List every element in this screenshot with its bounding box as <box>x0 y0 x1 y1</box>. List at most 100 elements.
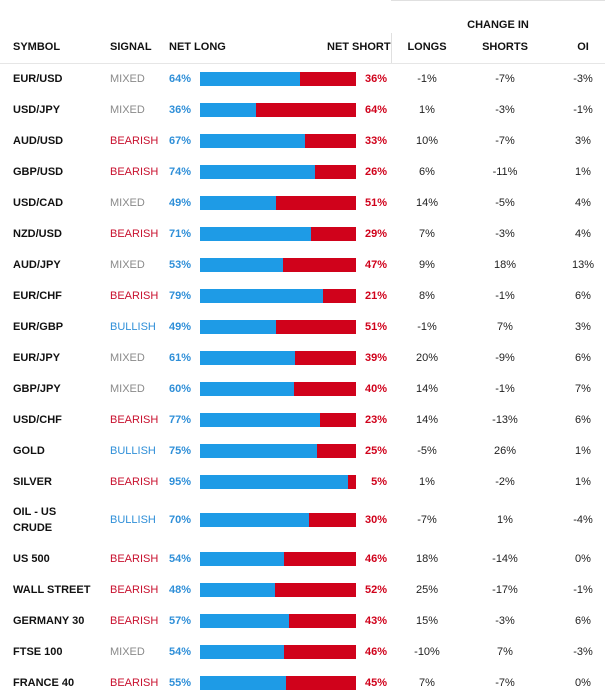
longs-change-value: 10% <box>415 134 439 147</box>
table-row[interactable]: USD/CHF BEARISH 77% 23% 14% -13% 6% <box>0 404 605 435</box>
net-short-value: 29% <box>364 227 387 240</box>
oi-change-value: -3% <box>573 72 593 85</box>
net-long-bar <box>200 71 300 86</box>
symbol-link[interactable]: FTSE 100 <box>13 645 63 658</box>
oi-change-value: 0% <box>575 676 591 689</box>
table-row[interactable]: SILVER BEARISH 95% 5% 1% -2% 1% <box>0 466 605 497</box>
net-short-value: 39% <box>364 351 387 364</box>
table-row[interactable]: EUR/USD MIXED 64% 36% -1% -7% -3% <box>0 63 605 94</box>
longs-column-header[interactable]: LONGS <box>407 41 447 53</box>
symbol-link[interactable]: EUR/JPY <box>13 351 61 364</box>
symbol-link[interactable]: OIL - US CRUDE <box>13 506 57 534</box>
oi-change-value: 3% <box>575 134 591 147</box>
symbol-link[interactable]: USD/JPY <box>13 103 61 116</box>
signal-label: BEARISH <box>110 475 159 488</box>
net-long-value: 54% <box>169 552 192 565</box>
net-short-bar <box>200 513 356 527</box>
symbol-link[interactable]: GBP/USD <box>13 165 64 178</box>
symbol-link[interactable]: GERMANY 30 <box>13 614 85 627</box>
net-short-bar <box>200 71 356 86</box>
symbol-link[interactable]: GBP/JPY <box>13 382 61 395</box>
table-row[interactable]: FRANCE 40 BEARISH 55% 45% 7% -7% 0% <box>0 667 605 698</box>
net-long-bar <box>200 226 311 241</box>
table-row[interactable]: AUD/JPY MIXED 53% 47% 9% 18% 13% <box>0 249 605 280</box>
table-row[interactable]: EUR/CHF BEARISH 79% 21% 8% -1% 6% <box>0 280 605 311</box>
net-long-value: 48% <box>169 583 192 596</box>
symbol-link[interactable]: USD/CAD <box>13 196 64 209</box>
table-row[interactable]: FTSE 100 MIXED 54% 46% -10% 7% -3% <box>0 636 605 667</box>
longs-change-value: -10% <box>414 645 440 658</box>
net-long-value: 67% <box>169 134 192 147</box>
net-long-bar <box>200 195 277 210</box>
shorts-change-value: -3% <box>495 227 515 240</box>
longs-change-value: 1% <box>419 475 435 488</box>
symbol-link[interactable]: SILVER <box>13 475 52 488</box>
table-row[interactable]: USD/JPY MIXED 36% 64% 1% -3% -1% <box>0 94 605 125</box>
symbol-link[interactable]: EUR/USD <box>13 72 63 85</box>
shorts-change-value: 1% <box>497 514 513 526</box>
net-long-bar <box>200 513 310 527</box>
net-short-value: 43% <box>364 614 387 627</box>
signal-label: MIXED <box>110 72 145 85</box>
symbol-link[interactable]: GOLD <box>13 444 45 457</box>
symbol-link[interactable]: WALL STREET <box>13 583 91 596</box>
signal-label: BEARISH <box>110 289 159 302</box>
oi-change-value: -3% <box>573 645 593 658</box>
net-long-bar <box>200 133 305 148</box>
net-short-bar <box>200 381 356 396</box>
symbol-link[interactable]: EUR/GBP <box>13 320 64 333</box>
table-row[interactable]: US 500 BEARISH 54% 46% 18% -14% 0% <box>0 543 605 574</box>
net-long-column-header[interactable]: NET LONG <box>169 41 226 53</box>
longs-change-value: 9% <box>419 258 435 271</box>
table-row[interactable]: AUD/USD BEARISH 67% 33% 10% -7% 3% <box>0 125 605 156</box>
net-long-bar <box>200 613 289 628</box>
net-long-bar <box>200 257 283 272</box>
net-short-bar <box>200 551 356 566</box>
net-short-bar <box>200 443 356 458</box>
signal-label: BULLISH <box>110 320 156 333</box>
table-row[interactable]: EUR/JPY MIXED 61% 39% 20% -9% 6% <box>0 342 605 373</box>
table-header-row: SYMBOL SIGNAL NET LONG NET SHORT LONGS S… <box>0 33 605 64</box>
oi-change-value: 7% <box>575 382 591 395</box>
longs-change-value: 8% <box>419 289 435 302</box>
longs-change-value: 7% <box>419 676 435 689</box>
symbol-link[interactable]: FRANCE 40 <box>13 676 75 689</box>
table-row[interactable]: NZD/USD BEARISH 71% 29% 7% -3% 4% <box>0 218 605 249</box>
net-short-value: 30% <box>364 514 387 526</box>
shorts-change-value: -7% <box>495 134 515 147</box>
net-short-bar <box>200 412 356 427</box>
oi-change-value: 4% <box>575 227 591 240</box>
symbol-link[interactable]: NZD/USD <box>13 227 62 240</box>
net-short-bar <box>200 644 356 659</box>
table-row[interactable]: GBP/USD BEARISH 74% 26% 6% -11% 1% <box>0 156 605 187</box>
net-short-bar <box>200 350 356 365</box>
table-row[interactable]: EUR/GBP BULLISH 49% 51% -1% 7% 3% <box>0 311 605 342</box>
net-long-value: 64% <box>169 72 192 85</box>
table-row[interactable]: OIL - US CRUDE BULLISH 70% 30% -7% 1% -4% <box>0 497 605 543</box>
table-row[interactable]: WALL STREET BEARISH 48% 52% 25% -17% -1% <box>0 574 605 605</box>
table-row[interactable]: GBP/JPY MIXED 60% 40% 14% -1% 7% <box>0 373 605 404</box>
net-short-bar <box>200 164 356 179</box>
shorts-change-value: 26% <box>493 444 517 457</box>
signal-column-header[interactable]: SIGNAL <box>110 41 152 53</box>
symbol-link[interactable]: EUR/CHF <box>13 289 62 302</box>
symbol-link[interactable]: AUD/USD <box>13 134 64 147</box>
shorts-column-header[interactable]: SHORTS <box>482 41 528 53</box>
table-row[interactable]: GOLD BULLISH 75% 25% -5% 26% 1% <box>0 435 605 466</box>
oi-change-value: 0% <box>575 552 591 565</box>
symbol-link[interactable]: US 500 <box>13 552 50 565</box>
shorts-change-value: -14% <box>492 552 518 565</box>
net-short-bar <box>200 133 356 148</box>
longs-change-value: -1% <box>417 72 437 85</box>
table-row[interactable]: GERMANY 30 BEARISH 57% 43% 15% -3% 6% <box>0 605 605 636</box>
symbol-column-header[interactable]: SYMBOL <box>13 41 61 53</box>
net-short-value: 5% <box>371 475 387 488</box>
symbol-link[interactable]: USD/CHF <box>13 413 62 426</box>
table-row[interactable]: USD/CAD MIXED 49% 51% 14% -5% 4% <box>0 187 605 218</box>
oi-column-header[interactable]: OI <box>577 41 589 53</box>
symbol-link[interactable]: AUD/JPY <box>13 258 61 271</box>
net-short-column-header[interactable]: NET SHORT <box>327 41 391 53</box>
net-long-value: 60% <box>169 382 192 395</box>
net-short-value: 47% <box>364 258 387 271</box>
net-long-bar <box>200 644 285 659</box>
